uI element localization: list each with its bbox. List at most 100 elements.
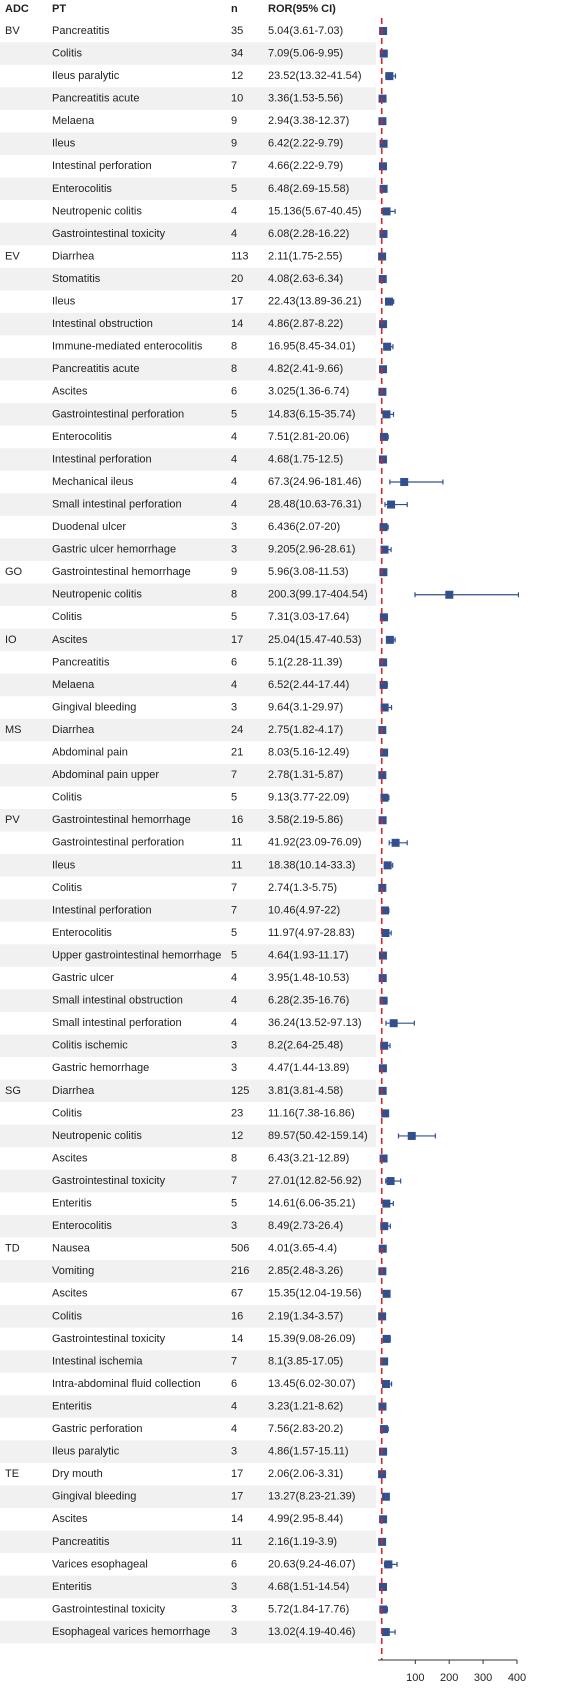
ror-label: 6.43(3.21-12.89): [268, 1152, 349, 1164]
ror-point: [400, 478, 409, 486]
n-label: 3: [231, 701, 237, 713]
ror-point: [379, 229, 388, 238]
n-label: 23: [231, 1107, 243, 1119]
pt-label: Gastric perforation: [52, 1423, 142, 1435]
n-label: 12: [231, 70, 243, 82]
ror-label: 13.45(6.02-30.07): [268, 1378, 355, 1390]
n-label: 16: [231, 1310, 243, 1322]
n-label: 8: [231, 1152, 237, 1164]
ror-point: [380, 545, 389, 554]
ror-label: 6.28(2.35-16.76): [268, 995, 349, 1007]
ror-label: 36.24(13.52-97.13): [268, 1017, 362, 1029]
ror-label: 6.436(2.07-20): [268, 521, 340, 533]
pt-label: Esophageal varices hemorrhage: [52, 1626, 210, 1638]
ror-point: [379, 1447, 388, 1456]
pt-label: Small intestinal perforation: [52, 1017, 182, 1029]
ror-label: 10.46(4.97-22): [268, 904, 340, 916]
pt-label: Ileus: [52, 138, 76, 150]
ror-point: [378, 1402, 387, 1411]
row-stripe: [0, 1034, 376, 1058]
n-label: 11: [231, 859, 242, 871]
n-label: 7: [231, 882, 237, 894]
ror-label: 18.38(10.14-33.3): [268, 859, 355, 871]
ror-point: [378, 883, 387, 892]
ror-point: [386, 1177, 395, 1186]
ror-label: 7.51(2.81-20.06): [268, 431, 349, 443]
n-label: 4: [231, 205, 237, 217]
ror-point: [381, 1492, 390, 1501]
n-label: 4: [231, 679, 237, 691]
ror-label: 4.64(1.93-11.17): [268, 949, 349, 961]
pt-label: Colitis: [52, 792, 82, 804]
ror-point: [379, 49, 388, 58]
ror-label: 7.31(3.03-17.64): [268, 611, 349, 623]
n-label: 6: [231, 656, 237, 668]
pt-label: Small intestinal obstruction: [52, 995, 183, 1007]
ror-point: [381, 1109, 390, 1118]
pt-label: Pancreatitis acute: [52, 93, 139, 105]
n-label: 4: [231, 1017, 237, 1029]
n-label: 506: [231, 1243, 249, 1255]
header: n: [231, 3, 238, 15]
row-stripe: [0, 583, 376, 607]
ror-label: 22.43(13.89-36.21): [268, 296, 362, 308]
pt-label: Neutropenic colitis: [52, 1130, 142, 1142]
ror-point: [378, 974, 387, 983]
n-label: 4: [231, 228, 237, 240]
n-label: 20: [231, 273, 243, 285]
n-label: 5: [231, 1198, 237, 1210]
n-label: 24: [231, 724, 243, 736]
row-stripe: [0, 42, 376, 65]
ror-label: 14.61(6.06-35.21): [268, 1198, 355, 1210]
n-label: 8: [231, 341, 237, 353]
pt-label: Ascites: [52, 1152, 88, 1164]
row-stripe: [0, 177, 376, 201]
ror-point: [378, 1582, 387, 1591]
ror-label: 6.48(2.69-15.58): [268, 183, 349, 195]
ror-point: [378, 1244, 387, 1253]
row-stripe: [0, 1575, 376, 1599]
pt-label: Nausea: [52, 1243, 91, 1255]
ror-point: [383, 342, 392, 351]
row-stripe: [0, 1440, 376, 1463]
pt-label: Gastrointestinal toxicity: [52, 1333, 166, 1345]
row-stripe: [0, 357, 376, 381]
row-stripe: [0, 718, 376, 742]
row-stripe: [0, 493, 376, 516]
ror-point: [378, 1086, 387, 1095]
ror-point: [379, 139, 388, 148]
ror-point: [378, 1064, 387, 1073]
ror-label: 4.08(2.63-6.34): [268, 273, 343, 285]
ror-label: 2.75(1.82-4.17): [268, 724, 343, 736]
ror-label: 6.52(2.44-17.44): [268, 679, 349, 691]
ror-label: 41.92(23.09-76.09): [268, 837, 362, 849]
n-label: 17: [231, 1491, 243, 1503]
ror-point: [379, 432, 388, 441]
n-label: 17: [231, 296, 243, 308]
row-stripe: [0, 628, 376, 652]
ror-point: [379, 320, 388, 329]
ror-label: 16.95(8.45-34.01): [268, 341, 355, 353]
ror-label: 6.42(2.22-9.79): [268, 138, 343, 150]
ror-point: [378, 162, 387, 171]
row-stripe: [0, 808, 376, 832]
n-label: 5: [231, 927, 237, 939]
ror-label: 5.72(1.84-17.76): [268, 1603, 349, 1615]
pt-label: Small intestinal perforation: [52, 498, 182, 510]
ror-point: [378, 94, 387, 103]
n-label: 21: [231, 747, 243, 759]
n-label: 3: [231, 521, 237, 533]
n-label: 113: [231, 250, 249, 262]
row-stripe: [0, 1169, 376, 1193]
ror-point: [445, 590, 454, 599]
ror-label: 200.3(99.17-404.54): [268, 589, 368, 601]
ror-label: 11.16(7.38-16.86): [268, 1107, 355, 1119]
pt-label: Vomiting: [52, 1265, 94, 1277]
ror-label: 5.1(2.28-11.39): [268, 656, 342, 668]
ror-point: [385, 635, 394, 644]
ror-label: 4.01(3.65-4.4): [268, 1243, 337, 1255]
ror-point: [379, 613, 388, 622]
row-stripe: [0, 403, 376, 426]
ror-point: [378, 455, 387, 464]
n-label: 7: [231, 1175, 237, 1187]
